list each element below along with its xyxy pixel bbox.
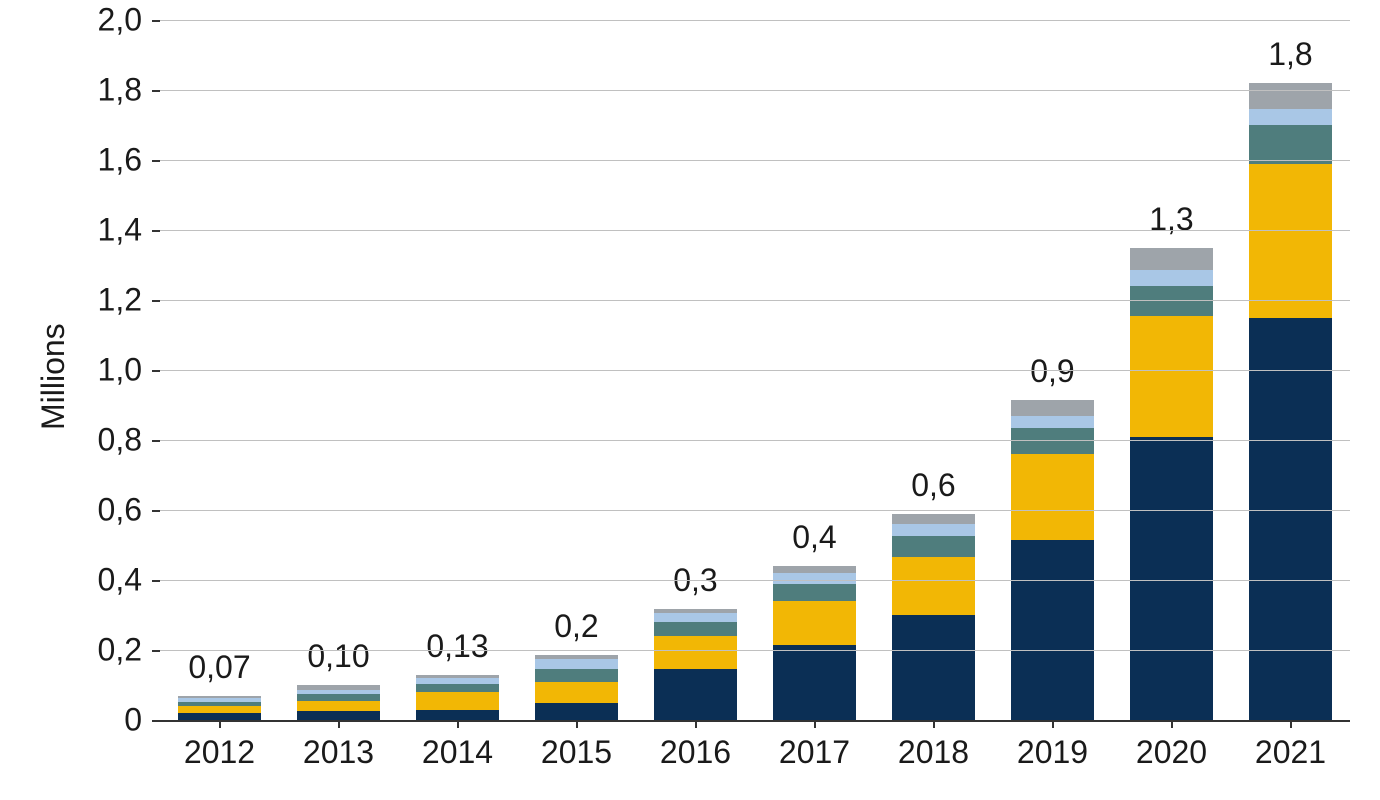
y-axis-title: Millions: [35, 323, 72, 430]
plot-area: 0,0720120,1020130,1320140,220150,320160,…: [160, 20, 1350, 722]
bar-segment: [416, 692, 499, 710]
x-tick-label: 2016: [660, 720, 731, 771]
y-tick-label: 0,6: [98, 492, 160, 529]
x-tick-label: 2021: [1255, 720, 1326, 771]
x-tick-label: 2013: [303, 720, 374, 771]
y-tick-label: 0: [124, 702, 160, 739]
bar-segment: [178, 706, 261, 713]
bar-segment: [1249, 109, 1332, 125]
x-tick-label: 2012: [184, 720, 255, 771]
grid-line: [160, 580, 1350, 581]
bar-segment: [535, 682, 618, 703]
y-tick-label: 1,4: [98, 212, 160, 249]
grid-line: [160, 440, 1350, 441]
bar-total-label: 0,3: [673, 562, 717, 609]
bar-stack: 0,2: [535, 655, 618, 720]
x-tick-label: 2019: [1017, 720, 1088, 771]
bar-segment: [892, 524, 975, 536]
grid-line: [160, 370, 1350, 371]
y-tick-label: 0,8: [98, 422, 160, 459]
grid-line: [160, 230, 1350, 231]
bar-segment: [1011, 540, 1094, 720]
bar-segment: [535, 703, 618, 721]
bar-stack: 0,10: [297, 685, 380, 720]
x-tick-label: 2020: [1136, 720, 1207, 771]
bar-stack: 0,6: [892, 514, 975, 721]
bar-stack: 0,07: [178, 696, 261, 720]
bar-segment: [416, 710, 499, 721]
bar-segment: [535, 669, 618, 681]
grid-line: [160, 160, 1350, 161]
bar-segment: [892, 615, 975, 720]
bar-stack: 0,9: [1011, 400, 1094, 720]
bar-total-label: 0,10: [307, 638, 369, 685]
bar-total-label: 0,9: [1030, 353, 1074, 400]
bar-segment: [297, 711, 380, 720]
bar-segment: [1249, 83, 1332, 109]
y-tick-label: 0,2: [98, 632, 160, 669]
bar-segment: [1249, 125, 1332, 164]
bar-segment: [1130, 270, 1213, 286]
x-tick-label: 2017: [779, 720, 850, 771]
bar-total-label: 0,4: [792, 519, 836, 566]
grid-line: [160, 300, 1350, 301]
bar-segment: [178, 713, 261, 720]
bar-segment: [892, 536, 975, 557]
grid-line: [160, 510, 1350, 511]
bar-stack: 1,8: [1249, 83, 1332, 720]
bar-segment: [654, 622, 737, 636]
x-tick-label: 2015: [541, 720, 612, 771]
bar-total-label: 0,07: [188, 649, 250, 696]
bar-total-label: 0,6: [911, 467, 955, 514]
x-tick-label: 2014: [422, 720, 493, 771]
grid-line: [160, 90, 1350, 91]
bar-segment: [773, 601, 856, 645]
bar-segment: [654, 613, 737, 622]
bar-segment: [1011, 454, 1094, 540]
grid-line: [160, 20, 1350, 21]
y-tick-label: 1,2: [98, 282, 160, 319]
bar-segment: [1011, 416, 1094, 428]
y-tick-label: 1,0: [98, 352, 160, 389]
grid-line: [160, 650, 1350, 651]
bar-total-label: 0,13: [426, 628, 488, 675]
bar-segment: [297, 701, 380, 712]
chart-container: Millions 0,0720120,1020130,1320140,22015…: [0, 0, 1380, 800]
bar-total-label: 0,2: [554, 608, 598, 655]
bar-segment: [773, 584, 856, 602]
bar-segment: [773, 566, 856, 573]
bar-segment: [1130, 316, 1213, 437]
y-tick-label: 2,0: [98, 2, 160, 39]
bar-total-label: 1,3: [1149, 201, 1193, 248]
bar-segment: [654, 669, 737, 720]
bar-segment: [535, 659, 618, 670]
bar-total-label: 1,8: [1268, 36, 1312, 83]
bar-stack: 0,13: [416, 675, 499, 720]
y-tick-label: 0,4: [98, 562, 160, 599]
bar-segment: [1130, 248, 1213, 271]
bar-segment: [1249, 318, 1332, 721]
bar-segment: [1249, 164, 1332, 318]
bar-segment: [1130, 437, 1213, 721]
y-tick-label: 1,6: [98, 142, 160, 179]
bar-segment: [1011, 400, 1094, 416]
bar-stack: 0,4: [773, 566, 856, 720]
bar-stack: 0,3: [654, 609, 737, 720]
bar-segment: [773, 645, 856, 720]
bar-segment: [773, 573, 856, 584]
y-tick-label: 1,8: [98, 72, 160, 109]
bar-segment: [416, 684, 499, 692]
bar-segment: [892, 557, 975, 615]
bar-segment: [892, 514, 975, 525]
bar-segment: [654, 636, 737, 669]
x-tick-label: 2018: [898, 720, 969, 771]
